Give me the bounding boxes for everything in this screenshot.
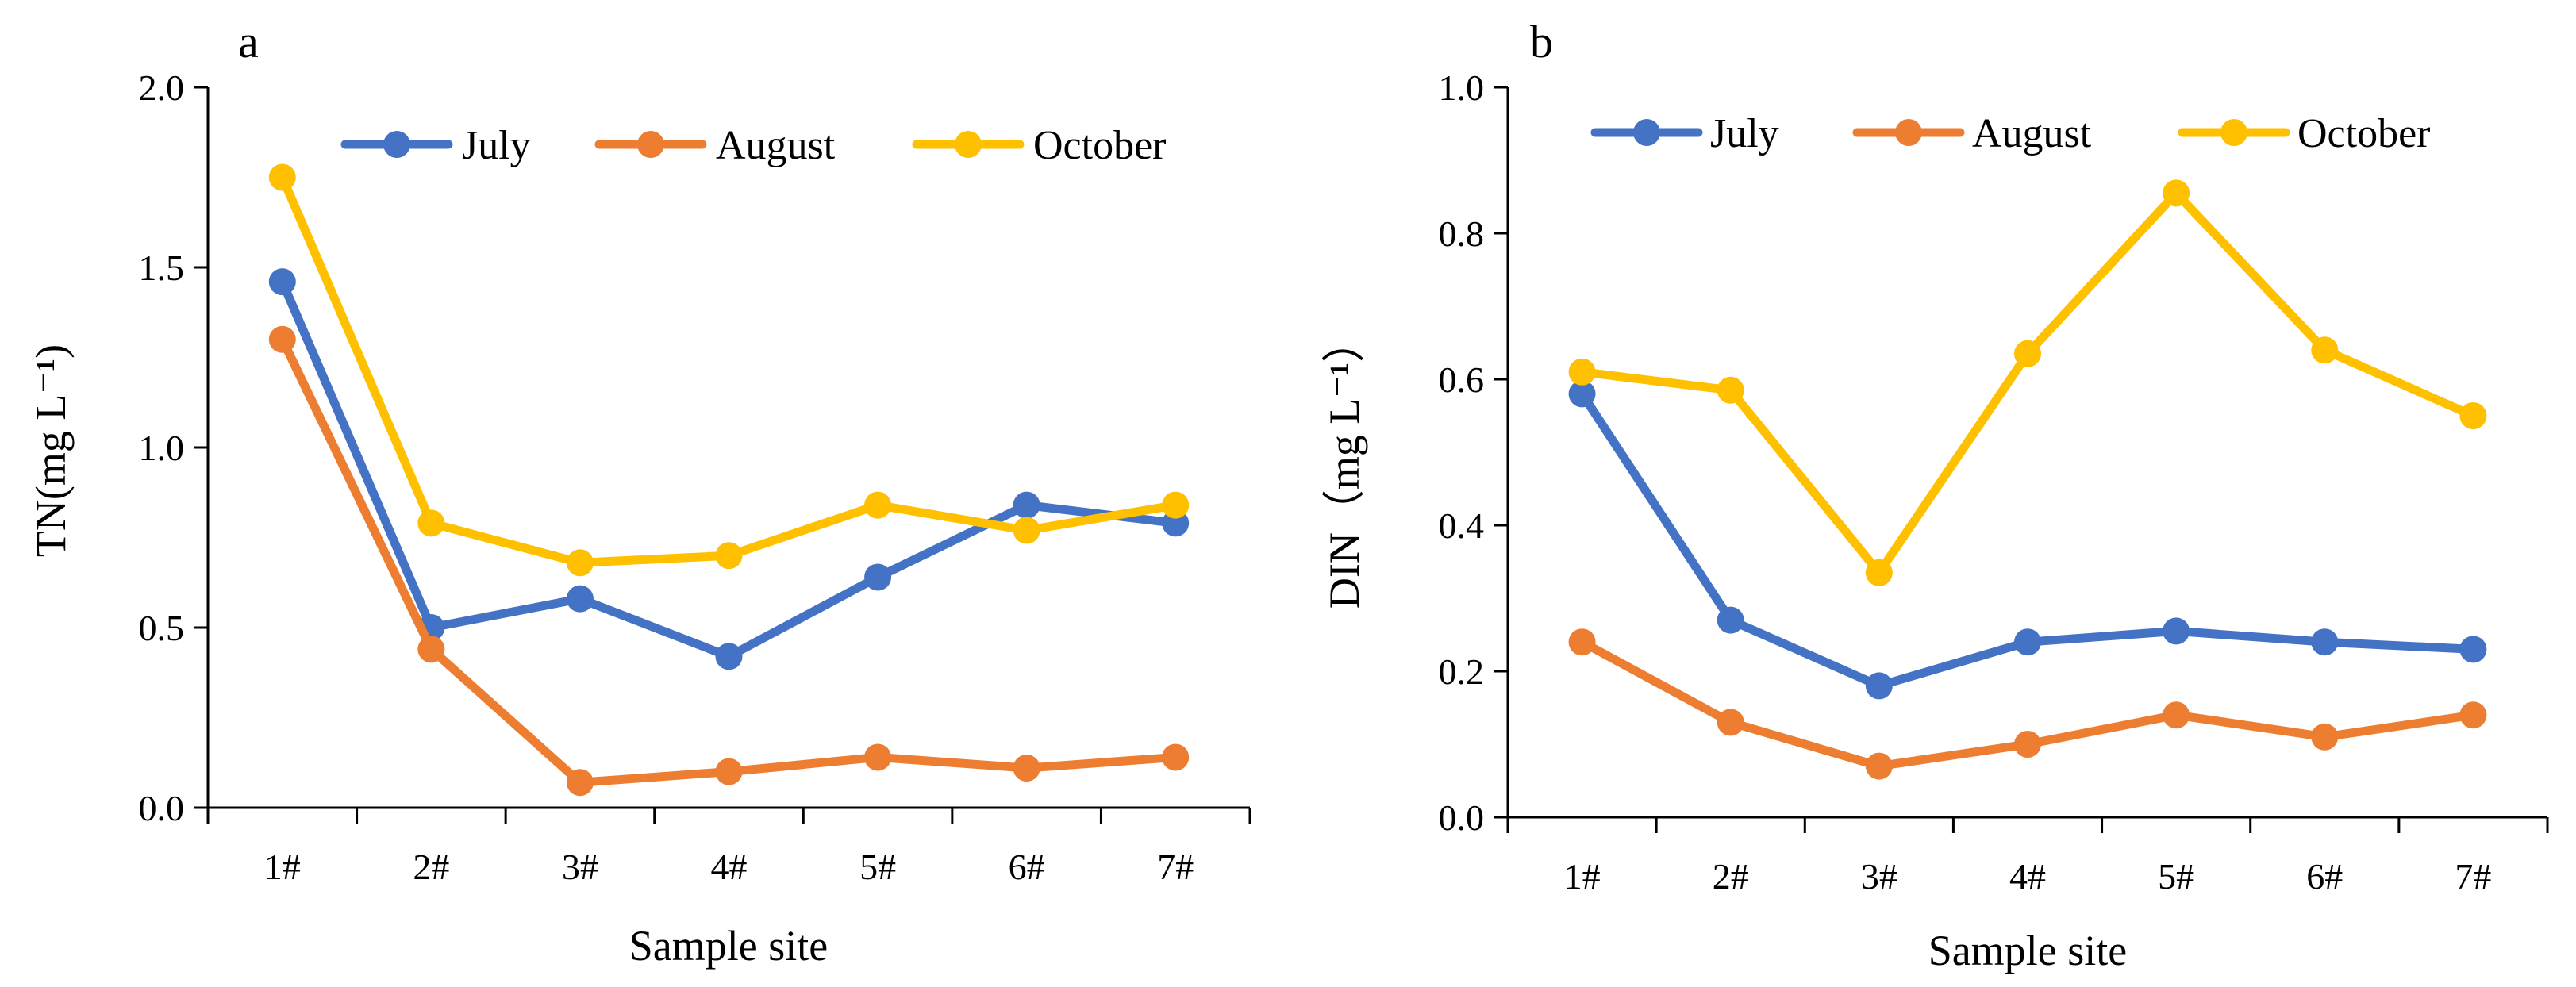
panel-b-x-tick-label: 5# (2158, 856, 2194, 897)
panel-b-label: b (1530, 16, 1553, 67)
panel-b-x-axis-title: Sample site (1928, 927, 2127, 974)
panel-a-y-axis-title: TN(mg L⁻¹) (27, 344, 75, 557)
panel-b-point-august (2459, 701, 2487, 729)
panel-b-x-tick-label: 7# (2455, 856, 2491, 897)
panel-a-legend-marker-july (383, 131, 410, 158)
panel-a-axes (194, 86, 1251, 824)
panel-a-series-line-july (278, 277, 1180, 661)
panel-a-point-july (715, 643, 743, 670)
panel-b-series-line-october (1578, 188, 2478, 578)
panel-b-point-july (1717, 606, 1744, 634)
panel-b-x-tick-label: 3# (1861, 856, 1897, 897)
panel-a-point-october (566, 549, 594, 577)
panel-b-x-tick-label: 2# (1713, 856, 1749, 897)
panel-b-point-august (2014, 731, 2041, 758)
panel-b-point-october (2459, 402, 2487, 429)
panel-b-point-august (2163, 701, 2190, 729)
panel-a-y-tick-labels: 0.0 0.5 1.0 1.5 2.0 (139, 67, 185, 828)
panel-b-y-tick-label: 0.2 (1439, 651, 1485, 692)
panel-a-point-august (715, 758, 743, 785)
panel-b-x-tick-label: 1# (1564, 856, 1601, 897)
panel-a-legend-label-july: July (462, 123, 531, 168)
panel-a-y-tick-label: 0.0 (139, 788, 185, 828)
panel-a-point-october (715, 542, 743, 570)
panel-b-series (1568, 179, 2487, 780)
panel-b-legend-marker-october (2220, 119, 2247, 146)
panel-b-point-october (1865, 559, 1893, 586)
panel-b-point-july (1568, 380, 1596, 408)
panel-a-label: a (238, 16, 259, 67)
panel-b-y-tick-labels: 0.0 0.2 0.4 0.6 0.8 1.0 (1439, 67, 1485, 838)
panel-b-legend-label-july: July (1710, 111, 1779, 156)
panel-b-y-tick-label: 1.0 (1439, 67, 1485, 108)
panel-b-point-july (2459, 636, 2487, 663)
panel-a-x-tick-label: 4# (711, 847, 748, 887)
panel-b-point-august (1568, 628, 1596, 656)
panel-b-legend-marker-august (1895, 119, 1922, 146)
panel-b-x-tick-label: 6# (2306, 856, 2343, 897)
panel-a-point-july (566, 585, 594, 613)
panel-a-x-tick-label: 3# (562, 847, 598, 887)
panel-a-point-october (417, 509, 445, 537)
panel-a-series (268, 163, 1190, 797)
panel-b-point-october (2014, 340, 2041, 367)
panel-a-point-october (268, 163, 296, 191)
panel-a-legend-label-october: October (1033, 123, 1166, 168)
panel-a-y-tick-label: 0.5 (139, 608, 185, 648)
panel-b-point-october (2311, 336, 2339, 364)
panel-b-point-august (2311, 723, 2339, 751)
panel-b-point-october (1568, 358, 1596, 386)
panel-b-point-july (2163, 617, 2190, 645)
panel-b-legend-label-october: October (2297, 111, 2430, 156)
panel-a-x-tick-label: 5# (859, 847, 896, 887)
panel-a-point-october (864, 491, 892, 519)
panel-a: a 1# 2# 3# 4# 5# 6# 7# 0.0 0.5 1.0 1.5 2.0 Sample … (27, 16, 1251, 970)
panel-a-x-tick-label: 6# (1009, 847, 1045, 887)
panel-a-legend-marker-august (637, 131, 664, 158)
panel-b-point-july (2311, 628, 2339, 656)
panel-b-point-august (1865, 752, 1893, 780)
panel-a-x-tick-label: 1# (264, 847, 301, 887)
panel-a-y-tick-label: 1.0 (139, 428, 185, 468)
panel-a-point-august (566, 769, 594, 797)
panel-b-y-tick-label: 0.8 (1439, 213, 1485, 254)
panel-a-point-october (1013, 517, 1040, 544)
panel-a-point-august (268, 325, 296, 353)
panel-b-point-october (1717, 376, 1744, 404)
panel-a-point-july (268, 268, 296, 296)
panel-a-point-august (1013, 755, 1040, 782)
panel-a-point-august (417, 636, 445, 663)
panel-b-point-july (2014, 628, 2041, 656)
panel-b-y-tick-label: 0.6 (1439, 359, 1485, 400)
panel-a-point-august (864, 743, 892, 771)
panel-b-x-tick-labels: 1# 2# 3# 4# 5# 6# 7# (1564, 856, 2492, 897)
panel-b-point-july (1865, 672, 1893, 700)
panel-a-point-july (864, 563, 892, 591)
panel-b-y-tick-label: 0.0 (1439, 797, 1485, 838)
panel-b: b 1# 2# 3# 4# 5# 6# 7# 0.0 0.2 0.4 0.6 0.8 1.0 Samp… (1321, 16, 2549, 974)
panel-a-x-tick-label: 7# (1157, 847, 1194, 887)
panel-a-legend-marker-october (955, 131, 982, 158)
panel-b-point-october (2163, 179, 2190, 207)
panel-b-legend: July August October (1590, 111, 2430, 156)
panel-b-point-august (1717, 709, 1744, 736)
panel-b-legend-label-august: August (1972, 111, 2092, 156)
panel-a-point-october (1162, 491, 1190, 519)
panel-b-axes (1494, 86, 2549, 833)
panel-a-x-tick-labels: 1# 2# 3# 4# 5# 6# 7# (264, 847, 1194, 887)
panel-a-legend-label-august: August (716, 123, 836, 168)
panel-a-legend: July August October (340, 123, 1166, 168)
panel-a-y-tick-label: 1.5 (139, 248, 185, 288)
panel-b-x-tick-label: 4# (2009, 856, 2046, 897)
panel-a-point-july (1013, 491, 1040, 519)
panel-a-y-tick-label: 2.0 (139, 67, 185, 108)
panel-a-point-august (1162, 743, 1190, 771)
panel-a-x-tick-label: 2# (413, 847, 449, 887)
panel-b-legend-marker-july (1633, 119, 1660, 146)
panel-a-x-axis-title: Sample site (629, 922, 828, 970)
panel-b-y-tick-label: 0.4 (1439, 505, 1485, 546)
panel-b-y-axis-title: DIN（mg L⁻¹） (1321, 320, 1368, 609)
